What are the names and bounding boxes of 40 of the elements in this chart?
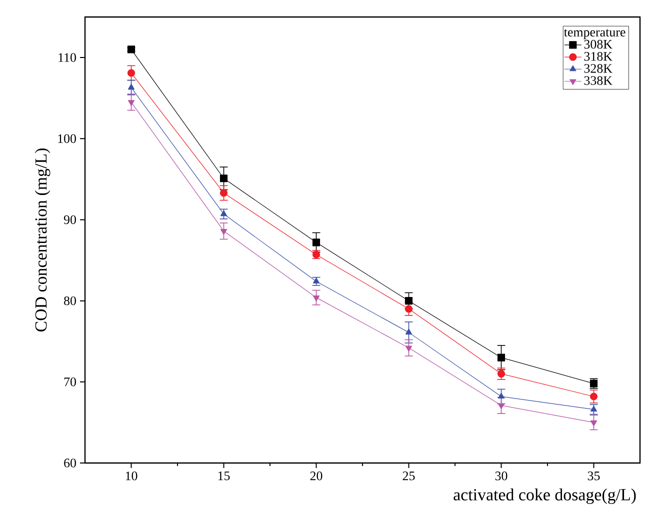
x-tick-label: 30 <box>495 472 508 480</box>
point <box>498 392 505 399</box>
x-tick-label: 10 <box>126 472 138 480</box>
point <box>590 420 598 426</box>
x-tick-label: 15 <box>218 472 230 480</box>
legend-label: 328K <box>584 64 612 73</box>
point <box>220 174 228 182</box>
point <box>312 296 320 302</box>
y-tick-label: 60 <box>64 458 76 468</box>
point <box>498 403 505 410</box>
x-axis-title: activated coke dosage(g/L) <box>454 488 636 504</box>
point <box>405 328 412 334</box>
point <box>220 210 228 216</box>
x-tick-label: 35 <box>588 472 600 480</box>
x-tick-label: 25 <box>402 472 415 480</box>
point <box>127 69 136 77</box>
point <box>497 354 506 362</box>
point <box>590 392 598 400</box>
point <box>497 370 506 378</box>
point <box>220 189 228 197</box>
point <box>312 278 320 284</box>
point <box>127 46 136 54</box>
point <box>404 297 413 305</box>
legend-label: 338K <box>584 76 612 85</box>
point <box>220 229 228 235</box>
y-tick-label: 110 <box>58 53 76 62</box>
point <box>128 84 135 90</box>
x-tick-label: 20 <box>310 472 322 480</box>
y-tick-label: 90 <box>64 215 76 224</box>
point <box>128 100 135 106</box>
point <box>404 305 413 313</box>
legend-title: temperature <box>564 29 626 40</box>
legend-label: 308K <box>584 40 612 49</box>
y-axis-title: COD concentration (mg/L) <box>34 148 50 332</box>
y-tick-label: 80 <box>64 296 76 306</box>
y-tick-label: 70 <box>64 378 76 386</box>
y-tick-label: 100 <box>58 134 76 143</box>
point <box>405 346 412 352</box>
legend-label: 318K <box>584 52 612 61</box>
point <box>312 238 320 246</box>
